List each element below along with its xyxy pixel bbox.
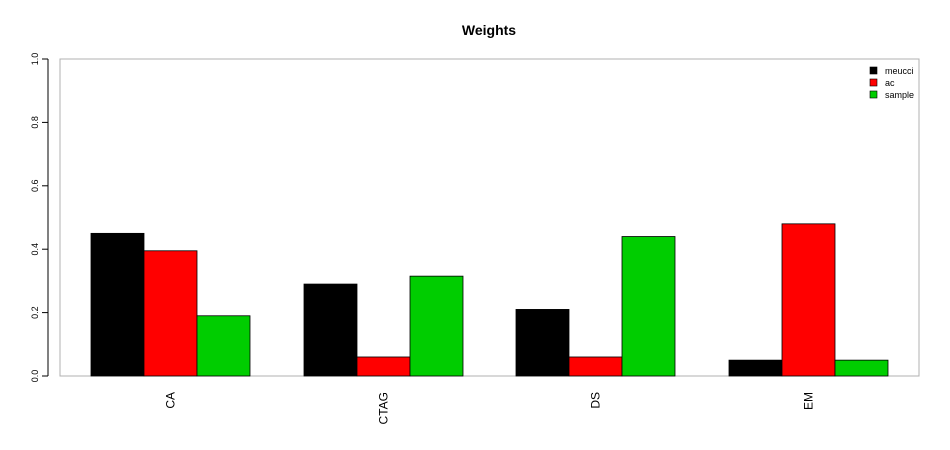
bar-ac-ctag xyxy=(356,356,411,377)
bar-ac-em xyxy=(781,223,836,377)
bar-sample-ctag xyxy=(409,275,464,377)
bar-meucci-ds xyxy=(515,309,570,377)
y-tick-label: 1.0 xyxy=(30,53,40,66)
legend-swatch-ac xyxy=(869,78,878,87)
y-tick-label: 0.4 xyxy=(30,243,40,256)
bar-ac-ds xyxy=(568,356,623,377)
plot-frame xyxy=(59,58,920,377)
y-axis: 0.0 0.2 0.4 0.6 0.8 1.0 xyxy=(30,53,49,383)
chart-title: Weights xyxy=(462,22,516,38)
bar-sample-ds xyxy=(621,236,676,377)
y-tick-label: 0.6 xyxy=(30,180,40,193)
x-tick-label-em: EM xyxy=(802,392,816,410)
legend-label-ac: ac xyxy=(885,78,895,88)
legend-label-sample: sample xyxy=(885,90,914,100)
x-axis-labels: CA CTAG DS EM xyxy=(164,392,816,424)
x-tick-label-ds: DS xyxy=(589,392,603,409)
y-tick-label: 0.2 xyxy=(30,306,40,319)
legend: meucci ac sample xyxy=(869,66,914,100)
legend-label-meucci: meucci xyxy=(885,66,914,76)
bars-group xyxy=(90,223,889,377)
bar-sample-em xyxy=(834,359,889,377)
bar-sample-ca xyxy=(196,315,251,377)
legend-swatch-meucci xyxy=(869,66,878,75)
y-tick-label: 0.0 xyxy=(30,370,40,383)
bar-meucci-ca xyxy=(90,232,145,377)
x-tick-label-ca: CA xyxy=(164,392,178,409)
bar-meucci-ctag xyxy=(303,283,358,377)
legend-swatch-sample xyxy=(869,90,878,99)
bar-meucci-em xyxy=(728,359,783,377)
y-tick-label: 0.8 xyxy=(30,116,40,129)
bar-ac-ca xyxy=(143,250,198,377)
x-tick-label-ctag: CTAG xyxy=(377,392,391,424)
